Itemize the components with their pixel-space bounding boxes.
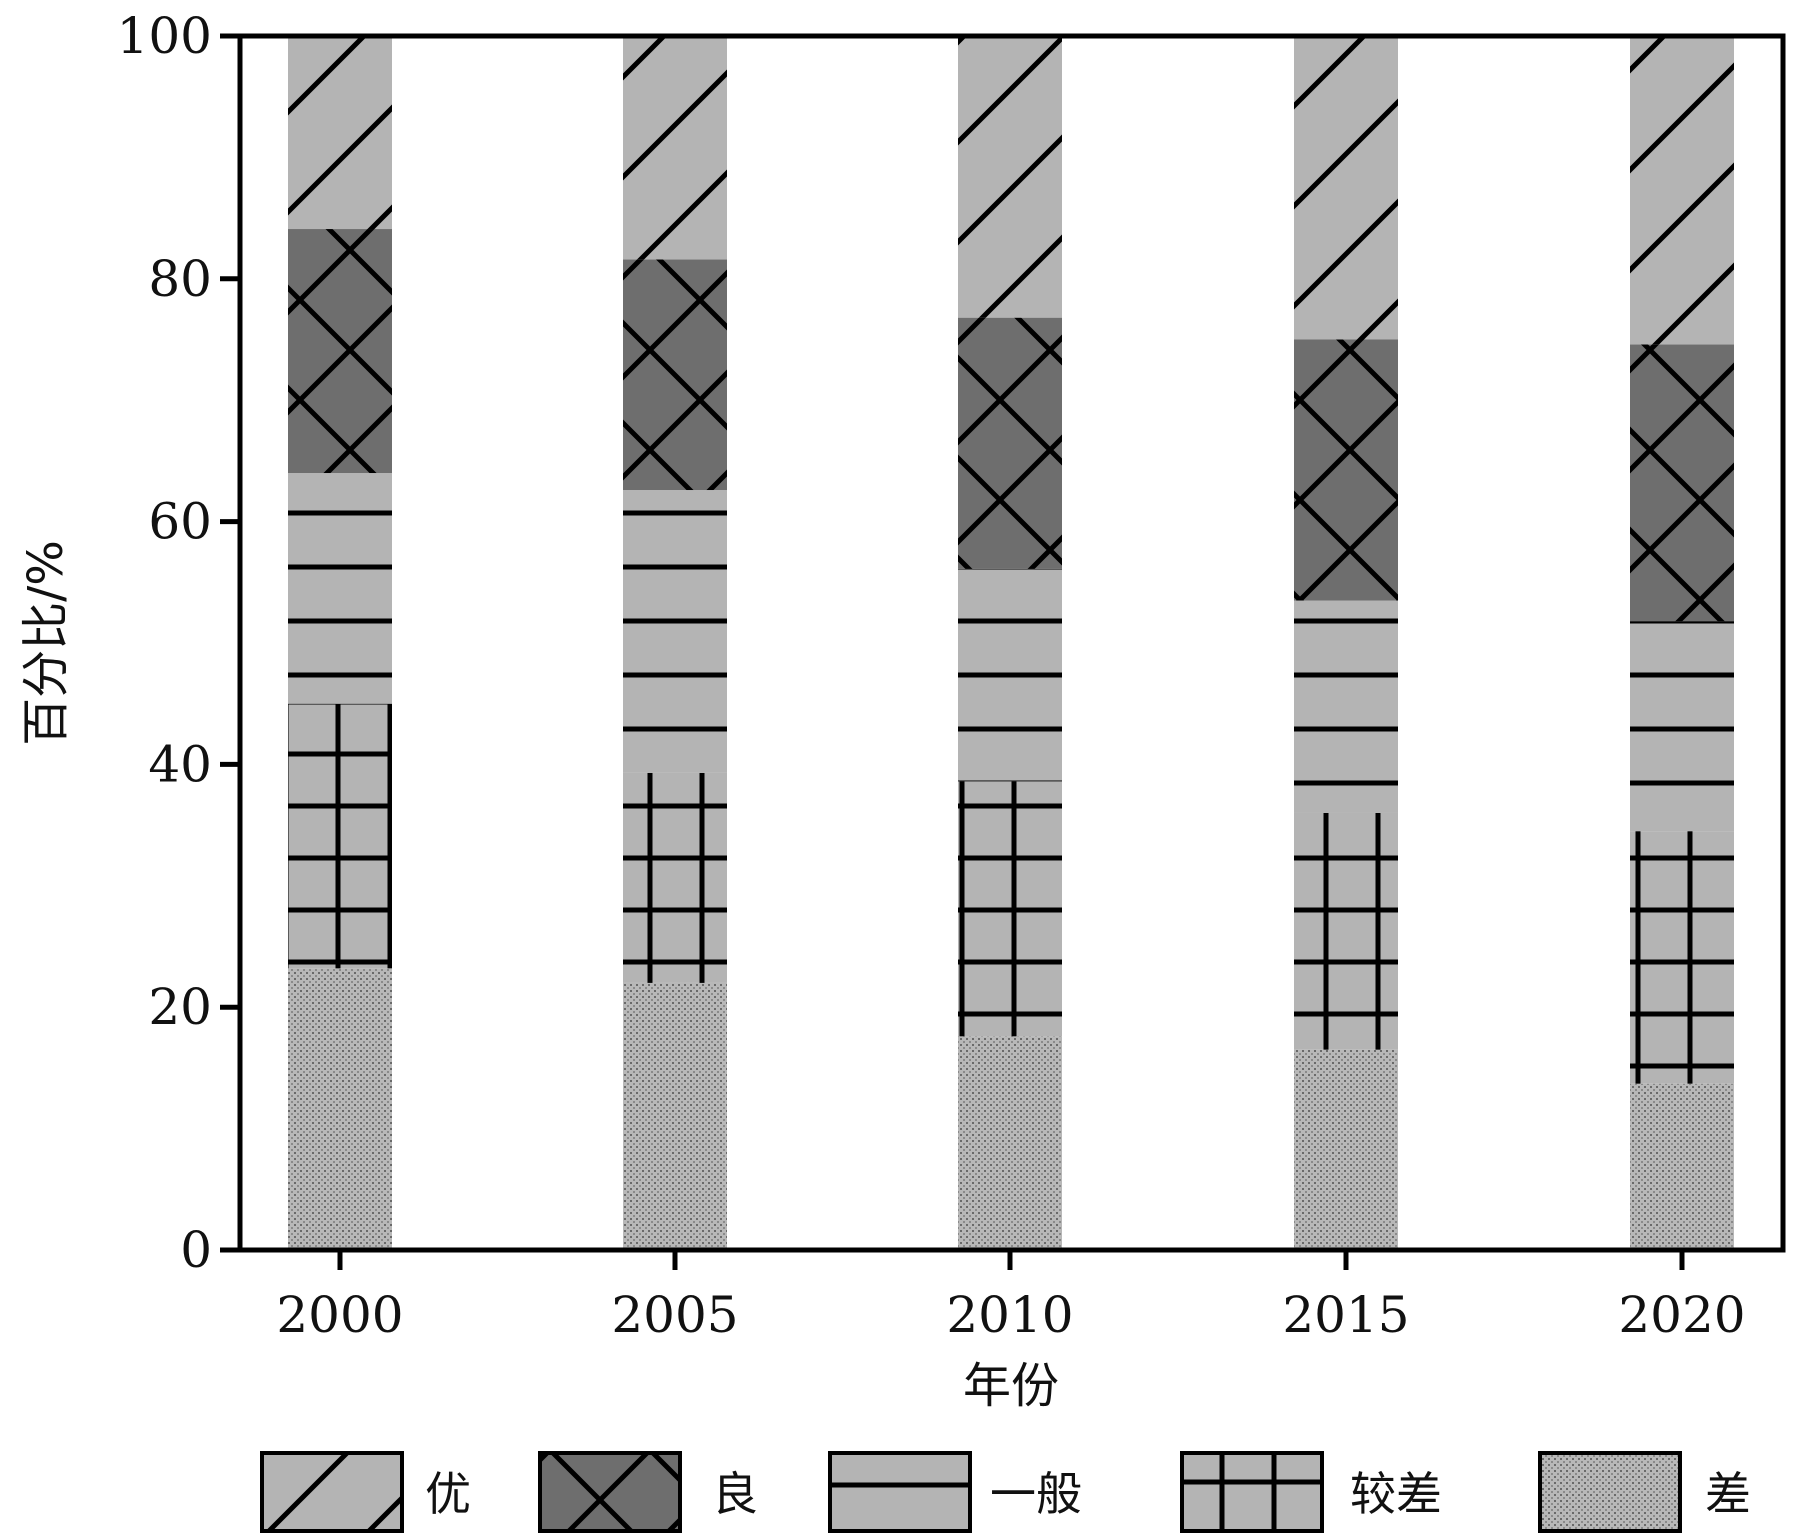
- bar-segment-excellent-2010: [958, 36, 1062, 318]
- y-tick-label: 20: [148, 978, 212, 1036]
- bar-segment-excellent-2015: [1294, 36, 1398, 340]
- legend-label-poor: 较差: [1350, 1467, 1442, 1521]
- bar-segment-good-2005: [623, 259, 727, 491]
- legend-label-bad: 差: [1705, 1467, 1751, 1521]
- legend-label-excellent: 优: [425, 1467, 471, 1521]
- bar-segment-average-2005: [623, 490, 727, 773]
- bar-segment-good-2020: [1630, 344, 1734, 622]
- bar-segment-good-2015: [1294, 339, 1398, 601]
- bar-segment-excellent-2000: [288, 36, 392, 230]
- bar-segment-excellent-2005: [623, 36, 727, 260]
- bar-segment-poor-2005: [623, 772, 727, 983]
- x-tick-label: 2015: [1282, 1286, 1409, 1344]
- x-axis: 2000 2005 2010 2015 2020: [276, 1250, 1746, 1344]
- bar-segment-bad-2015: [1294, 1049, 1398, 1250]
- legend-swatch-good: [538, 1451, 682, 1533]
- x-tick-label: 2010: [946, 1286, 1073, 1344]
- x-tick-label: 2005: [611, 1286, 738, 1344]
- y-tick-label: 80: [148, 250, 212, 308]
- y-tick-label: 0: [180, 1221, 212, 1279]
- bar-segment-poor-2020: [1630, 831, 1734, 1084]
- legend-label-average: 一般: [990, 1467, 1082, 1521]
- bar-segment-bad-2010: [958, 1036, 1062, 1250]
- legend-label-good: 良: [712, 1467, 758, 1521]
- y-tick-label: 40: [148, 735, 212, 793]
- bar-segment-poor-2015: [1294, 812, 1398, 1050]
- y-axis-title: 百分比/%: [18, 540, 74, 746]
- bar-segment-average-2000: [288, 473, 392, 704]
- bar-segment-bad-2005: [623, 982, 727, 1250]
- bar-segment-poor-2010: [958, 781, 1062, 1037]
- legend-swatch-poor: [1180, 1451, 1324, 1533]
- bar-segment-good-2000: [288, 229, 392, 474]
- x-tick-label: 2000: [276, 1286, 403, 1344]
- bar-segment-average-2020: [1630, 621, 1734, 832]
- bar-segment-excellent-2020: [1630, 36, 1734, 345]
- y-tick-label: 60: [148, 493, 212, 551]
- y-axis: 0 20 40 60 80 100: [117, 7, 240, 1279]
- legend: 优 良 一般 较差 差: [260, 1451, 1751, 1533]
- legend-swatch-average: [828, 1451, 972, 1533]
- bar-segment-bad-2020: [1630, 1083, 1734, 1250]
- legend-swatch-excellent: [260, 1451, 404, 1533]
- bar-segment-poor-2000: [288, 703, 392, 969]
- bar-segment-average-2015: [1294, 600, 1398, 813]
- legend-swatch-bad: [1538, 1451, 1682, 1533]
- bar-segment-bad-2000: [288, 968, 392, 1250]
- bars-group: [288, 36, 1734, 1250]
- bar-segment-average-2010: [958, 568, 1062, 782]
- x-axis-title: 年份: [963, 1358, 1059, 1414]
- y-tick-label: 100: [117, 7, 212, 65]
- bar-segment-good-2010: [958, 317, 1062, 569]
- x-tick-label: 2020: [1618, 1286, 1745, 1344]
